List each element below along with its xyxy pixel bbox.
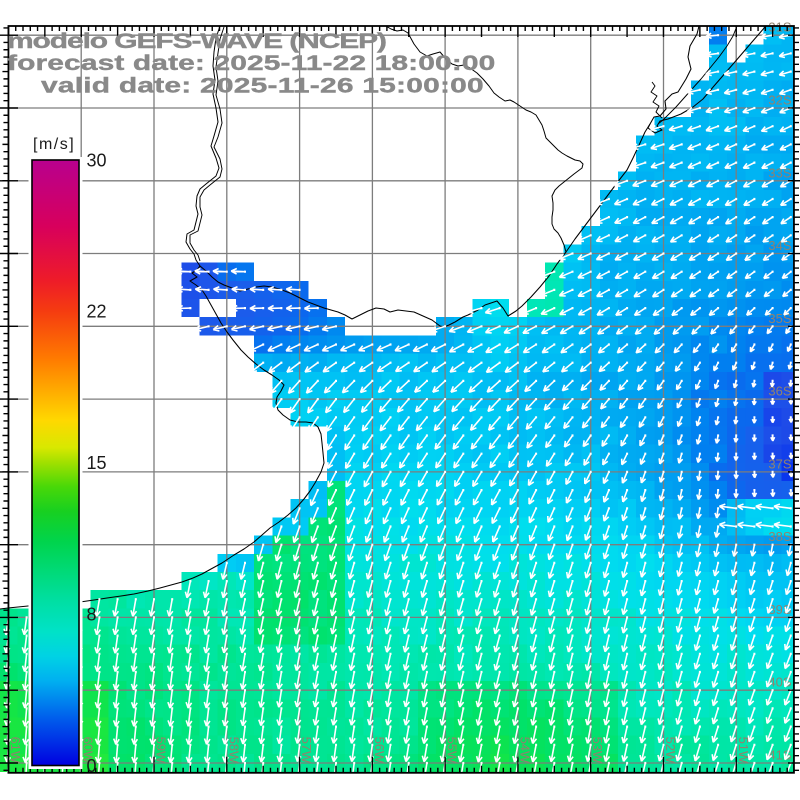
- svg-text:[m/s]: [m/s]: [33, 136, 75, 153]
- svg-text:37S: 37S: [768, 456, 791, 471]
- svg-text:36S: 36S: [768, 384, 791, 399]
- svg-text:57W: 57W: [299, 737, 314, 764]
- svg-text:valid date: 2025-11-26 15:00:0: valid date: 2025-11-26 15:00:00: [41, 73, 484, 98]
- svg-text:32S: 32S: [768, 93, 791, 108]
- svg-text:33S: 33S: [768, 165, 791, 180]
- svg-text:54W: 54W: [517, 737, 532, 764]
- svg-text:59W: 59W: [154, 737, 169, 764]
- svg-text:modelo GEFS-WAVE (NCEP): modelo GEFS-WAVE (NCEP): [7, 28, 386, 53]
- svg-text:15: 15: [87, 453, 107, 473]
- svg-text:56W: 56W: [372, 737, 387, 764]
- svg-text:38S: 38S: [768, 529, 791, 544]
- svg-text:30: 30: [87, 150, 107, 170]
- svg-text:22: 22: [87, 302, 107, 322]
- svg-text:53W: 53W: [590, 737, 605, 764]
- svg-text:61W: 61W: [8, 737, 23, 764]
- svg-text:58W: 58W: [226, 737, 241, 764]
- svg-text:39S: 39S: [768, 602, 791, 617]
- svg-text:0: 0: [87, 756, 97, 776]
- svg-text:8: 8: [87, 604, 97, 624]
- svg-text:60W: 60W: [81, 737, 96, 764]
- svg-text:51W: 51W: [736, 737, 751, 764]
- svg-text:55W: 55W: [445, 737, 460, 764]
- svg-text:34S: 34S: [768, 238, 791, 253]
- svg-text:forecast date: 2025-11-22 18:0: forecast date: 2025-11-22 18:00:00: [7, 50, 495, 75]
- svg-text:52W: 52W: [663, 737, 678, 764]
